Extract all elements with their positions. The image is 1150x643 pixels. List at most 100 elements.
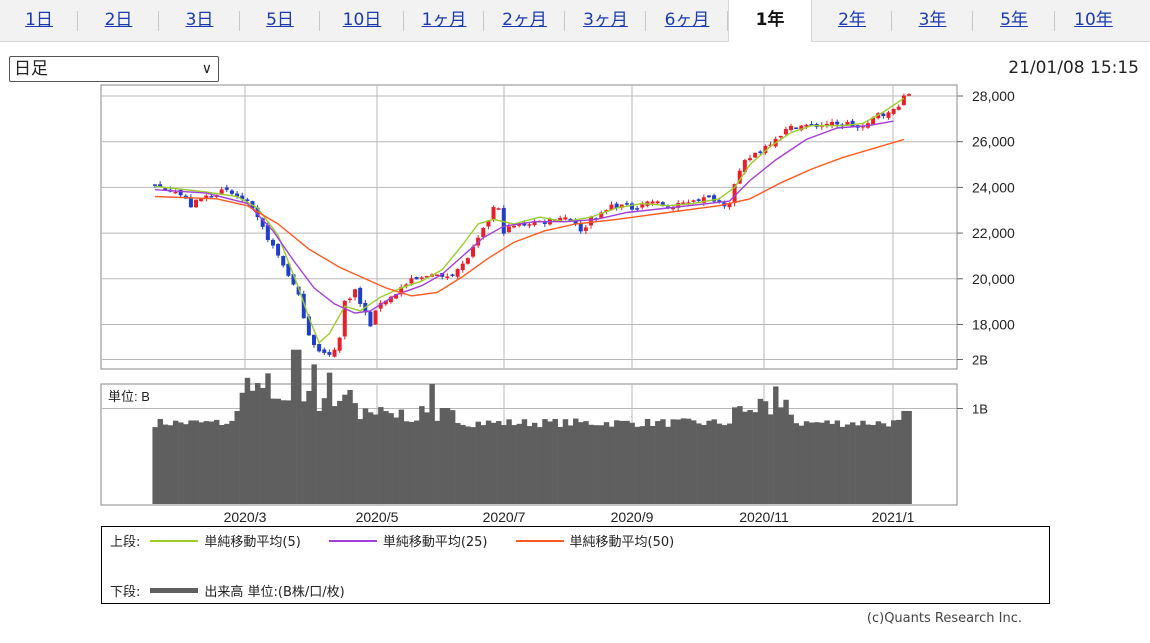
candle-period-select[interactable]: 日足 ∨	[9, 56, 219, 82]
candle-body	[660, 202, 665, 207]
volume-bar	[639, 426, 646, 504]
x-tick-label: 2020/5	[356, 509, 399, 525]
tab-3[interactable]: 5日	[240, 0, 320, 41]
volume-bar	[619, 420, 625, 504]
tab-9[interactable]: 1年	[728, 0, 812, 42]
volume-bar	[449, 410, 456, 504]
volume-bar	[598, 425, 605, 504]
candle-body	[496, 208, 501, 210]
candle-body	[871, 117, 876, 125]
volume-bar	[326, 372, 333, 504]
candle-body	[327, 352, 332, 355]
candle-body	[630, 203, 635, 210]
tab-1[interactable]: 2日	[78, 0, 159, 41]
tab-4[interactable]: 10日	[320, 0, 404, 41]
candle-body	[209, 196, 214, 198]
candle-body	[435, 274, 440, 277]
volume-bar	[234, 411, 240, 504]
candle-body	[558, 217, 563, 222]
volume-bar	[183, 424, 189, 504]
volume-unit-label: 単位: B	[108, 389, 150, 404]
y-tick-label: 20,000	[972, 271, 1015, 287]
ma50-line	[154, 138, 905, 297]
candle-body	[681, 202, 686, 205]
volume-bar	[331, 406, 338, 504]
ma25-line	[154, 120, 894, 314]
volume-bar	[629, 422, 635, 504]
candle-body	[696, 199, 701, 201]
volume-bar	[716, 423, 723, 504]
legend-ma5-swatch	[150, 539, 199, 542]
candle-body	[712, 195, 717, 202]
volume-bar	[901, 410, 907, 504]
tab-2[interactable]: 3日	[159, 0, 240, 41]
volume-bar	[203, 421, 210, 504]
tab-13[interactable]: 10年	[1074, 10, 1113, 30]
period-tabs: 1日 2日 3日 5日 10日 1ヶ月 2ヶ月 3ヶ月 6ヶ月 1年 2年 3年 5年 10年	[0, 0, 1150, 42]
candle-body	[809, 124, 814, 126]
candle-body	[337, 337, 342, 351]
candle-body	[219, 189, 224, 194]
candle-body	[281, 256, 286, 266]
volume-bar	[188, 420, 194, 504]
candle-body	[265, 225, 270, 241]
tab-5[interactable]: 1ヶ月	[404, 0, 484, 41]
volume-bar	[824, 420, 830, 504]
volume-bar	[773, 386, 779, 504]
volume-bar	[742, 411, 748, 504]
volume-bar	[526, 426, 533, 504]
volume-bar	[485, 420, 492, 504]
tab-12[interactable]: 5年	[973, 0, 1055, 41]
volume-bar	[578, 422, 584, 504]
x-tick-label: 2020/9	[611, 509, 654, 525]
tab-10[interactable]: 2年	[812, 0, 892, 41]
volume-bar	[347, 389, 353, 504]
legend-ma50: 単純移動平均(50)	[506, 531, 675, 550]
volume-bar	[655, 421, 661, 504]
volume-bar	[860, 420, 866, 504]
volume-bar	[306, 390, 312, 504]
volume-bar	[788, 414, 794, 504]
candle-body	[522, 222, 527, 226]
x-tick-label: 2020/7	[483, 509, 526, 525]
volume-bar	[213, 419, 220, 504]
volume-bar	[803, 421, 810, 504]
candle-body	[163, 188, 168, 191]
volume-bar	[649, 425, 656, 504]
candle-body	[804, 124, 809, 127]
volume-bar	[490, 422, 497, 504]
candle-body	[471, 246, 476, 257]
volume-bar	[680, 418, 687, 504]
candle-body	[896, 106, 901, 110]
candle-body	[578, 223, 583, 232]
volume-bar	[808, 422, 815, 504]
volume-bar	[455, 423, 461, 504]
candle-body	[188, 197, 193, 208]
volume-bar	[783, 399, 789, 504]
volume-bar	[562, 419, 569, 504]
volume-bar	[501, 425, 507, 504]
candle-body	[501, 207, 506, 234]
tab-6[interactable]: 2ヶ月	[484, 0, 565, 41]
volume-bar	[885, 426, 892, 504]
tab-7[interactable]: 3ヶ月	[565, 0, 646, 41]
candle-body	[763, 146, 768, 154]
candle-body	[665, 206, 670, 208]
candle-body	[532, 221, 537, 226]
tab-0[interactable]: 1日	[0, 0, 78, 41]
candle-body	[342, 300, 347, 337]
candle-body	[706, 195, 711, 198]
tab-11[interactable]: 3年	[892, 0, 973, 41]
volume-bar	[855, 425, 861, 504]
volume-bar	[793, 423, 800, 504]
volume-bar	[706, 420, 712, 504]
candle-body	[347, 298, 352, 301]
legend-ma50-label: 単純移動平均(50)	[569, 535, 675, 550]
volume-bar	[537, 427, 543, 504]
candle-body	[378, 303, 383, 309]
tab-8[interactable]: 6ヶ月	[646, 0, 728, 41]
volume-bar	[388, 413, 394, 504]
volume-bar	[470, 427, 476, 504]
legend-upper-label: 上段:	[110, 535, 141, 550]
volume-bar	[239, 392, 246, 504]
